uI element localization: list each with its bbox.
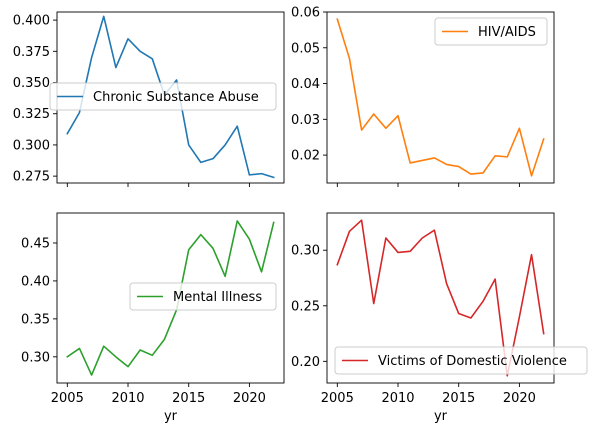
y-tick-label: 0.20 <box>291 355 320 370</box>
x-tick-label: 2010 <box>111 391 144 406</box>
y-tick-label: 0.25 <box>291 299 320 314</box>
legend-box <box>129 282 277 311</box>
y-tick-label: 0.30 <box>291 244 320 259</box>
y-tick-label: 0.325 <box>13 107 50 122</box>
y-tick-label: 0.375 <box>13 45 50 60</box>
x-tick-label: 2005 <box>321 391 354 406</box>
x-axis-label: yr <box>164 409 178 424</box>
x-axis-label: yr <box>434 409 448 424</box>
y-tick-label: 0.35 <box>21 312 50 327</box>
y-tick-label: 0.05 <box>291 41 320 56</box>
axes-frame <box>326 11 555 184</box>
y-tick-label: 0.06 <box>291 6 320 21</box>
x-tick-label: 2005 <box>51 391 84 406</box>
legend: HIV/AIDS <box>434 17 548 46</box>
y-tick-label: 0.350 <box>13 76 50 91</box>
legend-box <box>334 346 588 375</box>
subplot-1: 0.275 0.300 0.325 0.350 0.375 0.400 Chronic Su… <box>13 11 285 187</box>
y-tick-label: 0.45 <box>21 236 50 251</box>
legend-label: Victims of Domestic Violence <box>378 354 567 369</box>
legend: Mental Illness <box>129 282 277 311</box>
x-tick-label: 2015 <box>442 391 475 406</box>
y-tick-label: 0.400 <box>13 14 50 29</box>
series-line <box>66 220 275 376</box>
x-tick-label: 2020 <box>503 391 536 406</box>
subplot-4: 0.20 0.25 0.30 2005 2010 2015 2020 yr Victims of… <box>291 212 588 424</box>
x-tick-label: 2015 <box>172 391 205 406</box>
legend-box <box>434 17 548 46</box>
subplot-2: 0.02 0.03 0.04 0.05 0.06 HIV/AIDS <box>291 6 555 187</box>
series-line <box>336 18 545 177</box>
legend: Victims of Domestic Violence <box>334 346 588 375</box>
y-tick-label: 0.04 <box>291 77 320 92</box>
subplot-3: 0.30 0.35 0.40 0.45 2005 2010 2015 2020 yr Mental… <box>21 212 285 424</box>
legend-label: Mental Illness <box>173 290 262 305</box>
legend: Chronic Substance Abuse <box>49 82 277 111</box>
y-tick-label: 0.03 <box>291 113 320 128</box>
x-tick-label: 2020 <box>233 391 266 406</box>
legend-label: HIV/AIDS <box>478 25 536 40</box>
x-tick-label: 2010 <box>381 391 414 406</box>
axes-frame <box>326 212 555 384</box>
legend-box <box>49 82 277 111</box>
axes-frame <box>56 212 285 384</box>
y-tick-label: 0.275 <box>13 170 50 185</box>
y-tick-label: 0.30 <box>21 350 50 365</box>
y-tick-label: 0.300 <box>13 138 50 153</box>
y-tick-label: 0.02 <box>291 149 320 164</box>
y-tick-label: 0.40 <box>21 274 50 289</box>
legend-label: Chronic Substance Abuse <box>93 90 259 105</box>
